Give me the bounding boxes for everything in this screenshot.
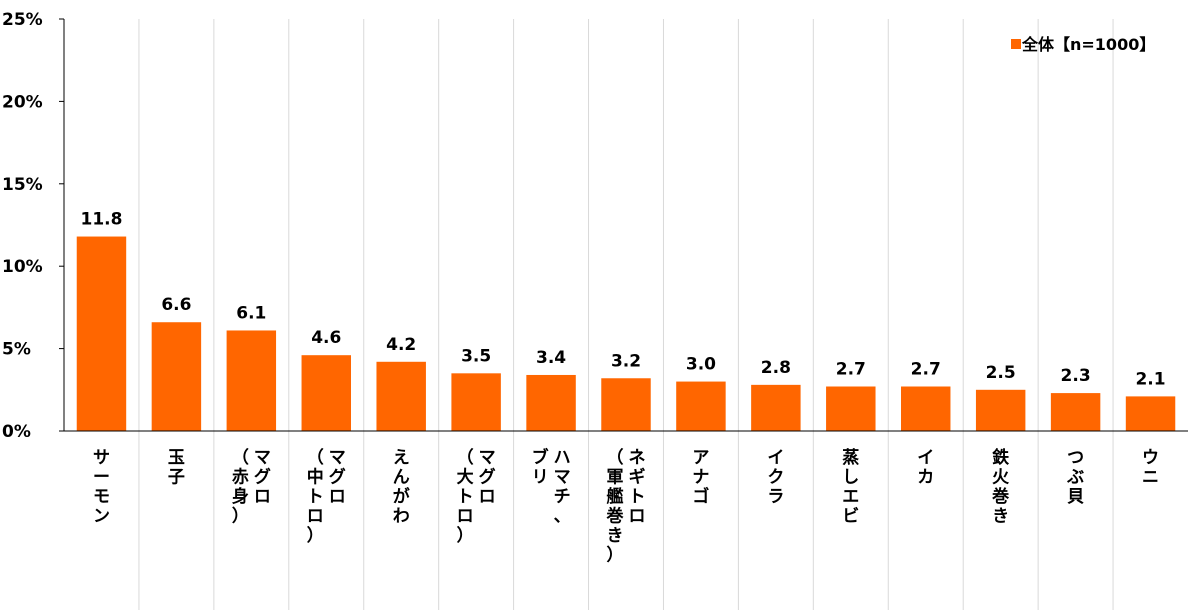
bar	[676, 381, 726, 431]
category-label: ウニ	[1142, 448, 1159, 488]
bar	[451, 373, 501, 431]
y-tick-label: 25%	[2, 10, 43, 30]
category-label: イクラ	[767, 448, 784, 507]
axes	[63, 19, 1188, 432]
grid-lines	[138, 19, 1114, 610]
data-labels: 11.8 6.6 6.1 4.6 4.2 3.5 3.4 3.2 3.0 2.8 2.7 2.7 2.5…	[80, 210, 1165, 390]
data-label: 2.7	[911, 360, 941, 380]
data-label: 2.1	[1135, 369, 1165, 389]
bar	[151, 322, 202, 431]
category-label: サーモン	[93, 448, 110, 527]
x-axis-category-labels: サーモン 玉子 マグロ（赤身） マグロ（中トロ） えんがわ マグロ（大トロ） ハマチ、ブリネ…	[93, 447, 1159, 566]
bar	[301, 355, 351, 431]
data-label: 3.2	[611, 351, 641, 371]
data-label: 2.8	[761, 358, 791, 378]
category-label: マグロ（赤身）	[232, 447, 271, 527]
bar	[751, 384, 801, 431]
bar	[526, 374, 576, 431]
data-label: 6.1	[236, 303, 266, 323]
legend-label: 全体【n=1000】	[1021, 35, 1155, 54]
data-label: 4.2	[386, 335, 416, 355]
bar	[826, 386, 876, 431]
data-label: 6.6	[161, 295, 191, 315]
data-label: 2.7	[836, 360, 866, 380]
data-label: 3.4	[536, 348, 566, 368]
category-label: イカ	[917, 448, 934, 488]
category-label: ハマチ、ブリ	[532, 447, 571, 527]
legend-swatch	[1011, 39, 1021, 49]
category-label: つぶ貝	[1066, 448, 1084, 507]
data-label: 3.0	[686, 355, 716, 375]
bar	[76, 236, 127, 431]
bar	[975, 389, 1026, 431]
y-tick-label: 10%	[2, 257, 43, 277]
bar	[901, 386, 951, 431]
category-label: 蒸しエビ	[842, 448, 859, 527]
y-tick-label: 0%	[2, 422, 31, 442]
bar	[376, 361, 426, 431]
data-label: 11.8	[80, 210, 122, 230]
category-label: えんがわ	[393, 448, 410, 527]
bar	[601, 378, 651, 431]
bar	[226, 330, 277, 431]
data-label: 3.5	[461, 346, 491, 366]
category-label: 鉄火巻き	[991, 447, 1010, 527]
bars	[76, 236, 1176, 431]
category-label: ネギトロ（軍艦巻き）	[606, 447, 646, 566]
category-label: アナゴ	[692, 448, 709, 507]
data-label: 2.5	[986, 363, 1016, 383]
y-tick-label: 15%	[2, 175, 43, 195]
y-tick-label: 5%	[2, 340, 31, 360]
legend: 全体【n=1000】	[1011, 35, 1155, 54]
data-label: 2.3	[1061, 366, 1091, 386]
category-label: 玉子	[168, 448, 185, 488]
category-label: マグロ（大トロ）	[457, 447, 496, 546]
y-axis-ticks: 0% 5% 10% 15% 20% 25%	[2, 10, 64, 442]
bar	[1050, 393, 1101, 431]
bar	[1125, 396, 1176, 431]
category-label: マグロ（中トロ）	[307, 447, 346, 546]
data-label: 4.6	[311, 328, 341, 348]
y-tick-label: 20%	[2, 92, 43, 112]
